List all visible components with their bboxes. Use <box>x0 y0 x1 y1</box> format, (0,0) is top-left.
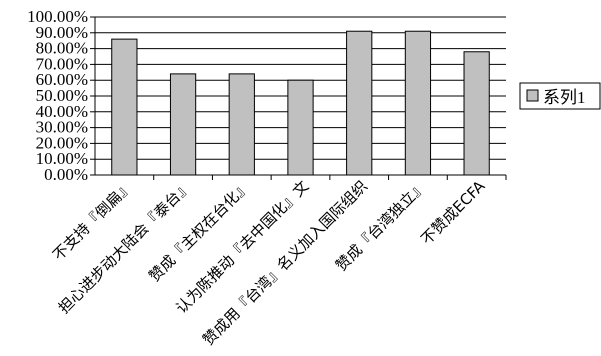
legend-series-label: 系列1 <box>543 88 586 107</box>
bar <box>228 73 255 176</box>
y-tick-label: 90.00% <box>36 23 88 42</box>
bar <box>346 30 373 176</box>
y-tick-label: 80.00% <box>36 39 88 58</box>
y-tick-label: 70.00% <box>36 54 88 73</box>
y-tick-label: 20.00% <box>36 133 88 152</box>
legend: 系列1 <box>519 82 601 110</box>
y-tick-label: 30.00% <box>36 118 88 137</box>
bar <box>463 51 490 176</box>
legend-swatch <box>526 89 539 102</box>
bar <box>404 30 432 176</box>
y-tick-label: 40.00% <box>36 102 88 121</box>
y-tick-label: 10.00% <box>36 149 88 168</box>
legend-box <box>519 82 601 110</box>
bars <box>111 30 490 176</box>
x-category-label: 不赞成ECFA <box>417 177 489 249</box>
bar <box>111 38 138 176</box>
y-tick-label: 0.00% <box>44 165 88 184</box>
y-tick-label: 50.00% <box>36 86 88 105</box>
axes <box>94 17 507 180</box>
y-tick-label: 60.00% <box>36 70 88 89</box>
x-category-label: 赞成『主权在台化』 <box>145 177 253 285</box>
bar <box>169 73 197 176</box>
y-tick-label: 100.00% <box>27 7 88 26</box>
bar <box>287 79 314 176</box>
y-axis-tick-labels: 0.00%10.00%20.00%30.00%40.00%50.00%60.00… <box>27 7 88 184</box>
x-axis-category-labels: 不支持『倒扁』担心进步动大陆会『泰台』赞成『主权在台化』认为陈推动『去中国化』文… <box>49 177 489 349</box>
